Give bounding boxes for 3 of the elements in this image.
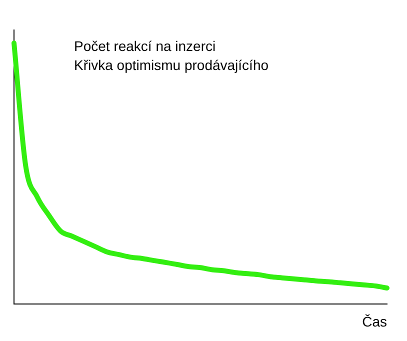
text: Křivka optimismu prodávajícího	[74, 56, 269, 73]
chart-title: Počet reakcí na inzerci	[74, 38, 216, 54]
x-axis-title: Čas	[362, 313, 387, 330]
